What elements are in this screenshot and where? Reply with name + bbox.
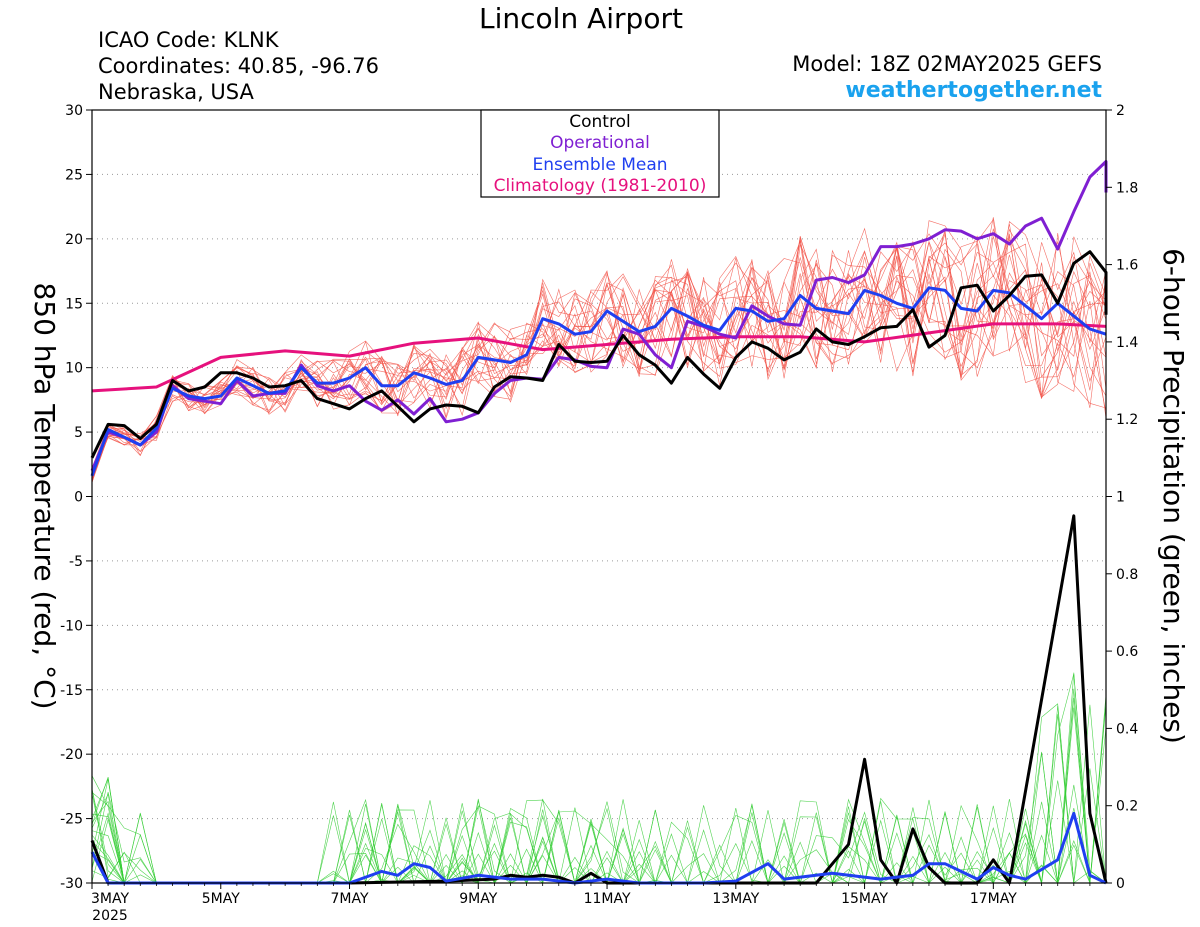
x-axis-ticks: 3MAY 5MAY 7MAY 9MAY 11MAY 13MAY 15MAY 17MAY 2025 bbox=[91, 883, 1091, 924]
x-tick-label: 7MAY bbox=[331, 891, 369, 907]
x-tick-label: 3MAY bbox=[91, 891, 129, 907]
grid-lines bbox=[92, 109, 1106, 884]
temperature-series bbox=[90, 160, 1108, 477]
left-tick-label: 25 bbox=[65, 167, 83, 183]
operational-line bbox=[90, 160, 1108, 472]
left-tick-label: -30 bbox=[60, 876, 83, 892]
legend-control: Control bbox=[569, 112, 630, 132]
right-tick-label: 0.6 bbox=[1116, 644, 1138, 660]
temperature-member-line bbox=[91, 229, 1107, 469]
left-tick-label: 20 bbox=[65, 232, 83, 248]
temperature-member-line bbox=[91, 217, 1107, 475]
right-tick-label: 0.4 bbox=[1116, 721, 1138, 737]
left-tick-label: -5 bbox=[69, 554, 83, 570]
left-axis-ticks: 30 25 20 15 10 5 0 -5 -10 -15 -20 -25 -30 bbox=[60, 103, 92, 892]
x-tick-label: 9MAY bbox=[459, 891, 497, 907]
right-tick-label: 0.2 bbox=[1116, 799, 1138, 815]
icao-code: ICAO Code: KLNK bbox=[98, 28, 280, 52]
control-line bbox=[90, 250, 1108, 459]
legend-frame bbox=[480, 109, 720, 198]
right-axis-ticks: 2 1.8 1.6 1.4 1.2 1 0.8 0.6 0.4 0.2 0 bbox=[1106, 103, 1138, 892]
precip-member-line bbox=[91, 704, 1107, 884]
legend-ensemble-mean: Ensemble Mean bbox=[532, 155, 667, 175]
plot-frame bbox=[91, 109, 1107, 884]
right-tick-label: 0.8 bbox=[1116, 567, 1138, 583]
precip-ensemble-mean-line bbox=[90, 811, 1107, 885]
right-tick-label: 0 bbox=[1116, 876, 1125, 892]
left-tick-label: 10 bbox=[65, 361, 83, 377]
temperature-member-line bbox=[91, 235, 1107, 480]
temperature-member-line bbox=[91, 221, 1107, 482]
left-tick-label: -25 bbox=[60, 812, 83, 828]
x-tick-label: 13MAY bbox=[712, 891, 759, 907]
climatology-line bbox=[91, 322, 1107, 393]
ensemble-member-lines bbox=[91, 217, 1107, 885]
left-tick-label: 5 bbox=[74, 425, 83, 441]
temperature-member-line bbox=[91, 218, 1107, 481]
precip-member-line bbox=[91, 697, 1106, 884]
right-tick-label: 1 bbox=[1116, 490, 1125, 506]
temperature-member-line bbox=[91, 233, 1107, 481]
precip-control-line bbox=[90, 514, 1108, 885]
temperature-member-line bbox=[91, 243, 1107, 483]
precip-series bbox=[90, 514, 1108, 885]
y-axis-title-right: 6-hour Precipitation (green, inches) bbox=[1157, 248, 1190, 744]
coordinates: Coordinates: 40.85, -96.76 bbox=[98, 54, 379, 78]
legend-box: Control Operational Ensemble Mean Climat… bbox=[480, 109, 720, 198]
right-tick-label: 1.8 bbox=[1116, 180, 1138, 196]
temperature-member-line bbox=[91, 239, 1107, 476]
right-tick-label: 2 bbox=[1116, 103, 1125, 119]
region: Nebraska, USA bbox=[98, 80, 255, 104]
y-axis-title-left: 850 hPa Temperature (red, °C) bbox=[28, 282, 61, 709]
x-tick-label: 5MAY bbox=[202, 891, 240, 907]
precip-member-line bbox=[91, 707, 1106, 884]
right-tick-label: 1.4 bbox=[1116, 335, 1138, 351]
precip-member-line bbox=[91, 768, 1107, 884]
site-link[interactable]: weathertogether.net bbox=[845, 78, 1102, 103]
legend-climatology: Climatology (1981-2010) bbox=[494, 176, 707, 196]
right-tick-label: 1.2 bbox=[1116, 412, 1138, 428]
chart-title: Lincoln Airport bbox=[479, 2, 683, 35]
legend-operational: Operational bbox=[550, 133, 650, 153]
precip-member-line bbox=[91, 803, 1106, 884]
temperature-member-line bbox=[91, 240, 1107, 474]
right-tick-label: 1.6 bbox=[1116, 258, 1138, 274]
model-run: Model: 18Z 02MAY2025 GEFS bbox=[792, 52, 1102, 76]
left-tick-label: 0 bbox=[74, 490, 83, 506]
precip-member-line bbox=[91, 701, 1107, 884]
ensemble-mean-line bbox=[90, 286, 1107, 477]
precip-member-line bbox=[91, 705, 1106, 885]
precip-member-line bbox=[91, 694, 1107, 885]
left-tick-label: 15 bbox=[65, 296, 83, 312]
temperature-member-line bbox=[91, 233, 1107, 481]
left-tick-label: -10 bbox=[60, 618, 83, 634]
x-year-label: 2025 bbox=[92, 908, 128, 924]
x-tick-label: 15MAY bbox=[841, 891, 888, 907]
left-tick-label: -15 bbox=[60, 683, 83, 699]
left-tick-label: 30 bbox=[65, 103, 83, 119]
temperature-member-line bbox=[91, 236, 1107, 479]
left-tick-label: -20 bbox=[60, 747, 83, 763]
temperature-member-line bbox=[91, 228, 1107, 472]
x-tick-label: 17MAY bbox=[970, 891, 1017, 907]
x-tick-label: 11MAY bbox=[584, 891, 631, 907]
precip-member-line bbox=[91, 727, 1107, 885]
